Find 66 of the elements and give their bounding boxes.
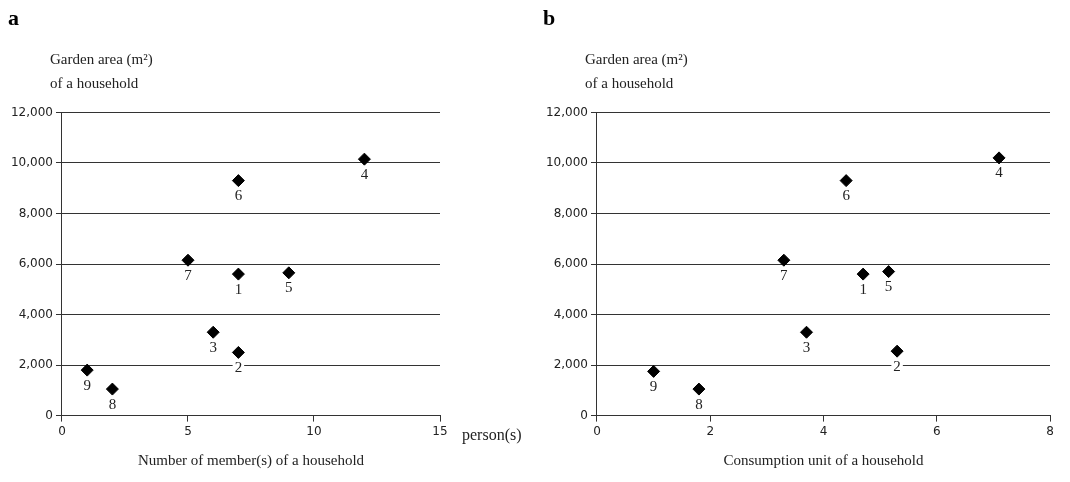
- annotation: 6: [234, 187, 243, 204]
- x-tick-label: 8: [1046, 423, 1054, 438]
- y-axis-title: Garden area (m²) of a household: [585, 51, 688, 92]
- annotation: 6: [842, 187, 851, 204]
- annotation: 8: [695, 395, 703, 412]
- point: [105, 382, 119, 396]
- x-axis-title: Number of member(s) of a household: [137, 451, 365, 469]
- annotation: 4: [995, 164, 1004, 181]
- point: [992, 151, 1006, 165]
- annotation: 7: [184, 266, 193, 283]
- y-tick-label: 0: [580, 407, 588, 422]
- y-tick-label: 4,000: [553, 306, 588, 321]
- point: [206, 325, 220, 339]
- x-tick-label: 4: [819, 423, 828, 438]
- point: [777, 253, 791, 267]
- y-tick-label: 10,000: [10, 155, 53, 170]
- chart-title: a: [8, 4, 19, 30]
- y-tick-label: 4,000: [18, 306, 53, 321]
- x-tick-label: 15: [432, 423, 448, 438]
- annotation: 5: [285, 279, 293, 296]
- point: [839, 174, 853, 188]
- annotation: 1: [859, 280, 867, 297]
- point: [282, 266, 296, 280]
- annotation: 9: [83, 376, 91, 393]
- x-tick-label: 6: [932, 423, 941, 438]
- annotation: 8: [108, 395, 117, 412]
- y-tick-label: 12,000: [545, 104, 588, 119]
- annotation: 9: [649, 377, 658, 394]
- text: person(s): [462, 425, 522, 444]
- y-tick-label: 2,000: [18, 357, 53, 372]
- x-axis-title: Consumption unit of a household: [723, 451, 924, 468]
- y-tick-label: 8,000: [553, 205, 588, 220]
- y-tick-label: 10,000: [545, 155, 588, 170]
- y-tick-label: 6,000: [553, 256, 588, 271]
- x-tick-label: 0: [58, 423, 66, 438]
- point: [882, 265, 896, 279]
- annotation: 7: [780, 266, 789, 283]
- x-tick-label: 5: [184, 423, 192, 438]
- annotation: 3: [209, 338, 217, 355]
- point: [181, 253, 195, 267]
- point: [800, 325, 814, 339]
- point: [856, 267, 870, 281]
- x-tick-label: 2: [706, 423, 715, 438]
- point: [647, 364, 661, 378]
- point: [80, 363, 94, 377]
- x-tick-label: 0: [593, 423, 601, 438]
- annotation: 5: [884, 278, 893, 295]
- y-tick-label: 6,000: [18, 256, 53, 271]
- y-axis-title: Garden area (m²) of a household: [50, 51, 153, 92]
- chart-title: b: [543, 4, 556, 30]
- annotation: 2: [234, 358, 243, 375]
- annotation: 4: [360, 165, 369, 182]
- point: [231, 345, 245, 359]
- y-tick-label: 8,000: [18, 205, 53, 220]
- y-tick-label: 0: [45, 407, 53, 422]
- x-tick-label: 10: [306, 423, 322, 438]
- y-tick-label: 12,000: [10, 104, 53, 119]
- point: [890, 344, 904, 358]
- y-tick-label: 2,000: [553, 357, 588, 372]
- point: [357, 152, 371, 166]
- point: [692, 382, 706, 396]
- point: [231, 267, 245, 281]
- annotation: 3: [802, 338, 811, 355]
- point: [231, 174, 245, 188]
- annotation: 2: [893, 357, 901, 374]
- annotation: 1: [234, 280, 243, 297]
